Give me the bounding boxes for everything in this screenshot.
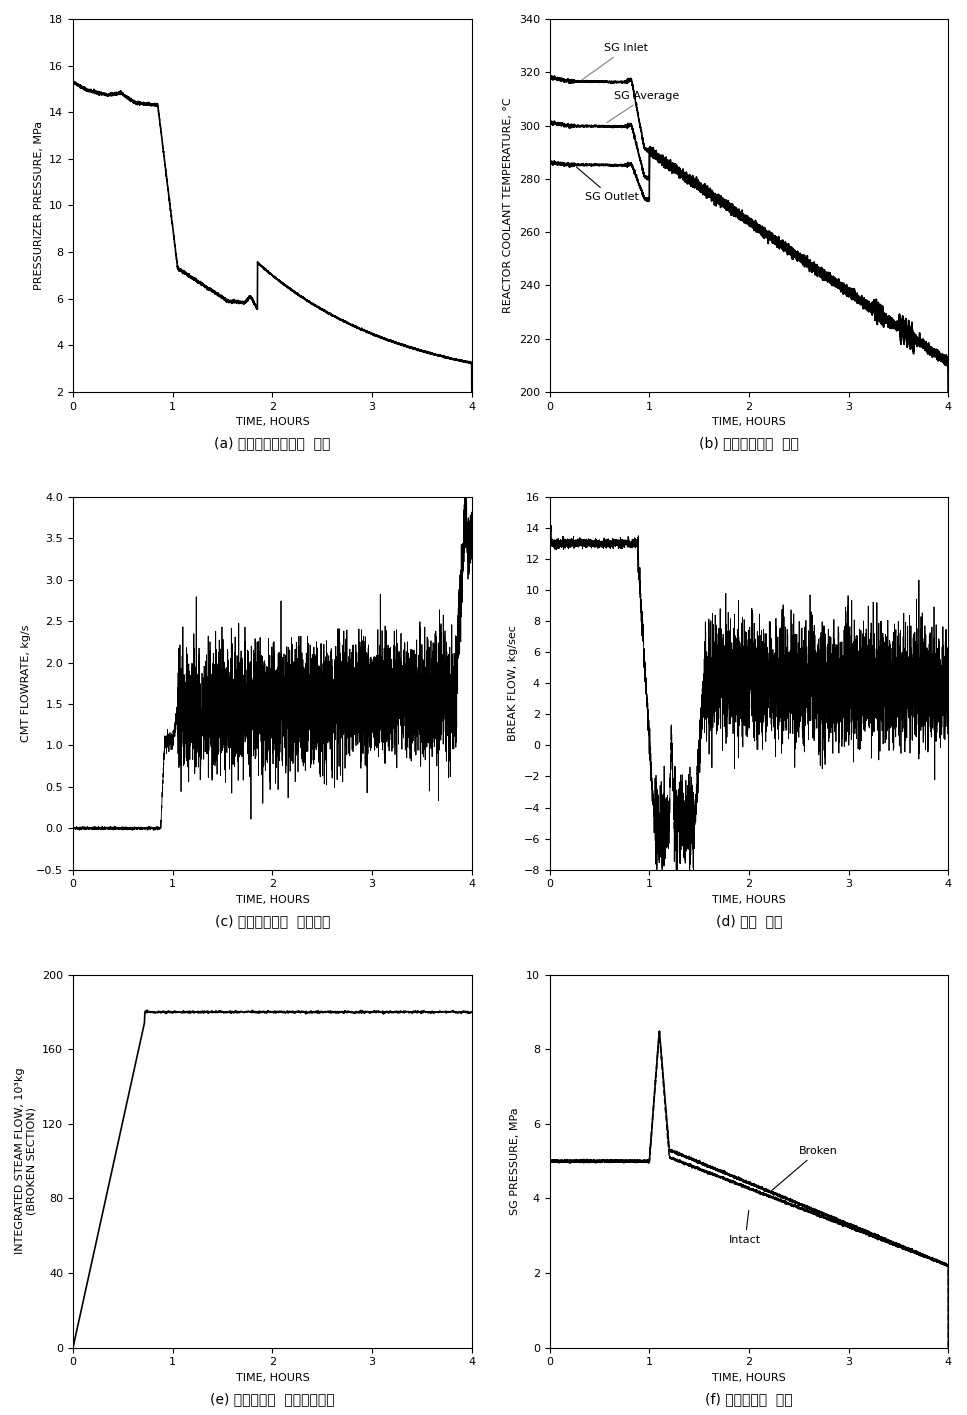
Text: (e) 파열구역관  누적증기유량: (e) 파열구역관 누적증기유량 <box>210 1392 335 1407</box>
Y-axis label: CMT FLOWRATE, kg/s: CMT FLOWRATE, kg/s <box>20 624 31 741</box>
X-axis label: TIME, HOURS: TIME, HOURS <box>712 1373 786 1382</box>
Text: (a) 원자로냉각제계통  압력: (a) 원자로냉각제계통 압력 <box>215 437 331 450</box>
Y-axis label: REACTOR COOLANT TEMPERATURE, °C: REACTOR COOLANT TEMPERATURE, °C <box>503 98 513 313</box>
Text: (c) 노심보충탱크  주입유량: (c) 노심보충탱크 주입유량 <box>215 914 330 928</box>
Text: Broken: Broken <box>771 1146 837 1191</box>
Text: (d) 파열  유량: (d) 파열 유량 <box>716 914 782 928</box>
X-axis label: TIME, HOURS: TIME, HOURS <box>712 417 786 427</box>
X-axis label: TIME, HOURS: TIME, HOURS <box>236 1373 309 1382</box>
Y-axis label: INTEGRATED STEAM FLOW, 10³kg
(BROKEN SECTION): INTEGRATED STEAM FLOW, 10³kg (BROKEN SEC… <box>15 1068 37 1255</box>
Text: SG Outlet: SG Outlet <box>576 167 638 202</box>
Y-axis label: SG PRESSURE, MPa: SG PRESSURE, MPa <box>511 1108 520 1215</box>
X-axis label: TIME, HOURS: TIME, HOURS <box>712 894 786 906</box>
X-axis label: TIME, HOURS: TIME, HOURS <box>236 417 309 427</box>
Y-axis label: BREAK FLOW, kg/sec: BREAK FLOW, kg/sec <box>508 625 518 741</box>
Text: SG Average: SG Average <box>607 91 680 123</box>
X-axis label: TIME, HOURS: TIME, HOURS <box>236 894 309 906</box>
Text: (b) 원자로냉각재  온도: (b) 원자로냉각재 온도 <box>699 437 799 450</box>
Text: (f) 주증기계통  압력: (f) 주증기계통 압력 <box>705 1392 793 1407</box>
Text: Intact: Intact <box>729 1210 761 1245</box>
Y-axis label: PRESSURIZER PRESSURE, MPa: PRESSURIZER PRESSURE, MPa <box>34 120 44 290</box>
Text: SG Inlet: SG Inlet <box>582 42 649 81</box>
